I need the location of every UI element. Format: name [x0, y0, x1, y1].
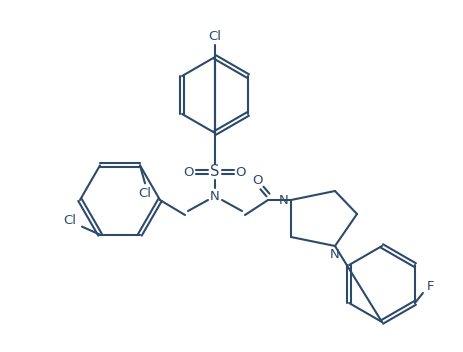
Text: N: N	[210, 189, 219, 202]
Text: O: O	[235, 165, 246, 178]
Text: N: N	[279, 194, 288, 207]
Text: O: O	[183, 165, 194, 178]
Text: Cl: Cl	[63, 214, 76, 227]
Text: Cl: Cl	[208, 31, 221, 44]
Text: Cl: Cl	[138, 187, 151, 200]
Text: O: O	[252, 174, 263, 187]
Text: S: S	[210, 164, 219, 180]
Text: N: N	[329, 249, 339, 262]
Text: F: F	[426, 281, 434, 294]
